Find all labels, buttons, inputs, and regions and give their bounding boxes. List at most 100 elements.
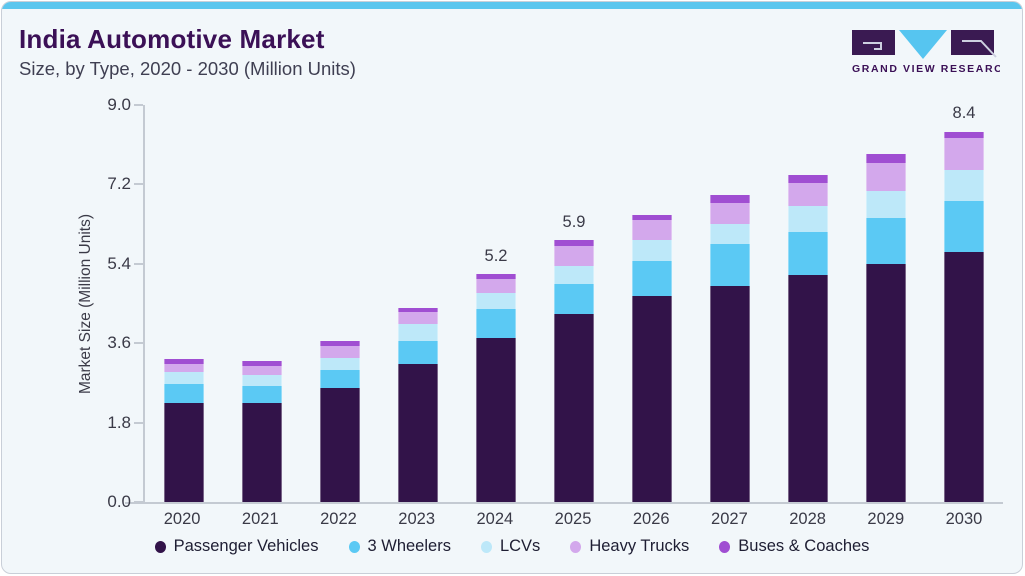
bar-segment-2022-buses-coaches: [320, 341, 360, 347]
bar-slot-2022: [301, 105, 379, 502]
stacked-bar-2026: [632, 105, 672, 502]
stacked-bar-2028: [788, 105, 828, 502]
bar-segment-2027-lcvs: [710, 223, 750, 245]
legend-dot-icon: [348, 540, 360, 553]
top-accent-strip: [2, 2, 1022, 9]
bar-segment-2029-lcvs: [866, 191, 906, 218]
bar-segment-2020-3-wheelers: [164, 383, 204, 403]
legend-item-3-wheelers: 3 Wheelers: [348, 537, 451, 556]
legend: Passenger Vehicles 3 Wheelers LCVs Heavy Tr…: [2, 537, 1022, 556]
bar-segment-2023-3-wheelers: [398, 340, 438, 364]
bar-slot-2024: 5.2: [457, 105, 535, 502]
bar-segment-2030-3-wheelers: [944, 200, 984, 252]
y-tick-mark: [134, 342, 143, 345]
bar-segment-2022-heavy-trucks: [320, 346, 360, 359]
legend-dot-icon: [719, 540, 731, 553]
y-tick-label: 3.6: [107, 333, 131, 353]
bar-segment-2025-buses-coaches: [554, 240, 594, 247]
grand-view-research-logo-icon: GRAND VIEW RESEARCH: [852, 30, 1000, 75]
bar-segment-2024-lcvs: [476, 292, 516, 310]
bar-slot-2023: [379, 105, 457, 502]
bar-segment-2023-lcvs: [398, 324, 438, 341]
bar-segment-2028-heavy-trucks: [788, 183, 828, 206]
bar-segment-2023-buses-coaches: [398, 307, 438, 312]
bar-segment-2026-heavy-trucks: [632, 220, 672, 240]
bar-segment-2029-heavy-trucks: [866, 163, 906, 192]
bar-segment-2025-heavy-trucks: [554, 246, 594, 266]
bar-segment-2028-buses-coaches: [788, 174, 828, 184]
x-tick-label-2027: 2027: [711, 510, 748, 528]
bar-segment-2024-buses-coaches: [476, 273, 516, 280]
x-tick-label-2030: 2030: [945, 510, 983, 528]
y-tick-label: 0.0: [107, 492, 131, 511]
bar-segment-2028-passenger-vehicles: [788, 275, 828, 502]
bar-slot-2021: [223, 105, 301, 502]
bar-segment-2021-3-wheelers: [242, 386, 282, 403]
y-tick-label: 9.0: [107, 95, 131, 114]
bar-segment-2023-heavy-trucks: [398, 311, 438, 325]
y-tick-mark: [134, 501, 143, 503]
bar-segment-2027-3-wheelers: [710, 244, 750, 286]
bar-slot-2030: 8.4: [925, 104, 1003, 502]
legend-label: Buses & Coaches: [738, 537, 870, 555]
legend-dot-icon: [154, 540, 166, 553]
y-tick-mark: [134, 183, 143, 186]
y-tick-mark: [134, 421, 143, 424]
bar-segment-2024-3-wheelers: [476, 309, 516, 338]
bar-segment-2028-lcvs: [788, 205, 828, 232]
bar-segment-2026-3-wheelers: [632, 260, 672, 296]
y-tick-label: 5.4: [107, 253, 131, 273]
page-subtitle: Size, by Type, 2020 - 2030 (Million Unit…: [19, 58, 356, 79]
y-tick-mark: [134, 104, 143, 106]
x-tick-label-2022: 2022: [320, 510, 357, 528]
x-tick-label-2024: 2024: [476, 510, 514, 528]
bar-segment-2022-3-wheelers: [320, 369, 360, 389]
y-tick-label: 7.2: [107, 174, 131, 194]
stacked-bar-2023: [398, 105, 438, 502]
bar-segment-2024-heavy-trucks: [476, 279, 516, 293]
bar-segment-2026-passenger-vehicles: [632, 295, 672, 502]
legend-label: 3 Wheelers: [367, 537, 451, 555]
bar-slot-2025: 5.9: [535, 105, 613, 502]
bar-segment-2025-3-wheelers: [554, 283, 594, 315]
bar-total-label-2030: 8.4: [952, 104, 976, 123]
x-axis-line: [125, 502, 145, 504]
x-tick-label-2025: 2025: [554, 510, 592, 528]
bar-segment-2030-lcvs: [944, 170, 984, 201]
bar-segment-2022-lcvs: [320, 358, 360, 370]
bar-segment-2025-lcvs: [554, 265, 594, 284]
legend-item-heavy-trucks: Heavy Trucks: [570, 537, 689, 556]
bar-segment-2030-buses-coaches: [944, 131, 984, 139]
bar-segment-2027-passenger-vehicles: [710, 285, 750, 502]
stacked-bar-2030: [944, 105, 984, 502]
y-tick-mark: [134, 262, 143, 265]
bar-total-label-2024: 5.2: [484, 246, 508, 265]
bar-segment-2024-passenger-vehicles: [476, 337, 516, 502]
bar-segment-2023-passenger-vehicles: [398, 363, 438, 502]
x-tick-label-2029: 2029: [867, 510, 905, 528]
legend-dot-icon: [480, 540, 492, 553]
bar-segment-2030-passenger-vehicles: [944, 251, 984, 502]
bar-segment-2021-buses-coaches: [242, 360, 282, 366]
x-axis-labels: 2020 2021 2022 2023 2024 2025 2026 2027 2028 2029…: [143, 510, 1003, 529]
bar-segment-2026-buses-coaches: [632, 215, 672, 221]
x-tick-label-2028: 2028: [789, 510, 826, 528]
y-axis-title: Market Size (Million Units): [77, 213, 94, 395]
bar-slot-2027: [691, 105, 769, 502]
bar-slot-2020: [145, 105, 223, 502]
x-tick-label-2021: 2021: [241, 510, 279, 528]
stacked-bar-2020: [164, 105, 204, 502]
bar-slot-2029: [847, 105, 925, 502]
bar-segment-2020-heavy-trucks: [164, 363, 204, 373]
plot-area: 5.2 5.9 8.4 0.0 1.8 3.6 5.4 7.2 9.0: [107, 95, 1003, 511]
legend-item-passenger-vehicles: Passenger Vehicles: [154, 537, 319, 556]
bar-segment-2026-lcvs: [632, 239, 672, 261]
legend-label: Passenger Vehicles: [173, 537, 319, 555]
x-tick-label-2020: 2020: [163, 510, 201, 528]
stacked-bar-2029: [866, 105, 906, 502]
page-title: India Automotive Market: [19, 24, 325, 54]
bar-segment-2025-passenger-vehicles: [554, 314, 594, 502]
bars-container: 5.2 5.9 8.4: [145, 104, 1003, 502]
legend-item-lcvs: LCVs: [480, 537, 540, 556]
